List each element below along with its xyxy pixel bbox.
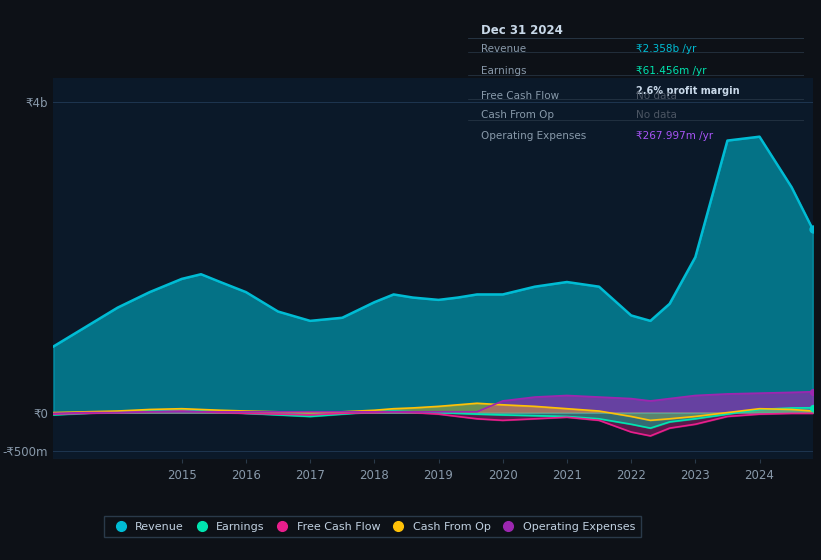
Text: Cash From Op: Cash From Op (481, 110, 554, 120)
Text: Dec 31 2024: Dec 31 2024 (481, 24, 563, 38)
Text: Operating Expenses: Operating Expenses (481, 130, 587, 141)
Point (806, 403, 819, 412)
Text: ₹2.358b /yr: ₹2.358b /yr (636, 44, 696, 54)
Text: Earnings: Earnings (481, 66, 527, 76)
Text: No data: No data (636, 91, 677, 101)
Text: Free Cash Flow: Free Cash Flow (481, 91, 560, 101)
Text: No data: No data (636, 110, 677, 120)
Legend: Revenue, Earnings, Free Cash Flow, Cash From Op, Operating Expenses: Revenue, Earnings, Free Cash Flow, Cash … (104, 516, 640, 538)
Text: Revenue: Revenue (481, 44, 526, 54)
Text: 2.6% profit margin: 2.6% profit margin (636, 86, 740, 96)
Text: ₹61.456m /yr: ₹61.456m /yr (636, 66, 707, 76)
Point (806, 225, 819, 234)
Point (806, 388, 819, 396)
Text: ₹267.997m /yr: ₹267.997m /yr (636, 130, 713, 141)
